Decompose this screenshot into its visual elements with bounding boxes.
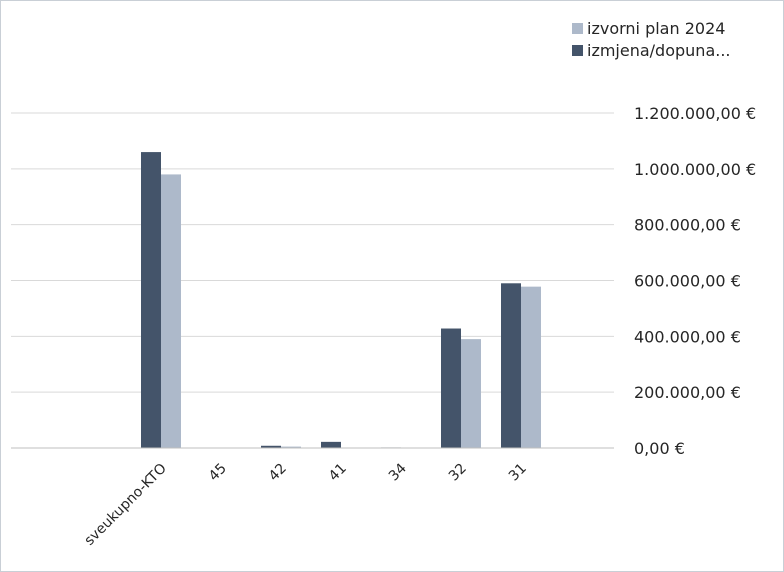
legend-swatch — [572, 45, 583, 56]
bar-izvorni — [281, 446, 301, 448]
x-tick-label: 45 — [206, 461, 230, 485]
y-tick-label: 400.000,00 € — [634, 327, 741, 346]
legend: izvorni plan 2024 izmjena/dopuna... — [572, 19, 731, 60]
x-axis-tick-labels: sveukupno-KTO 45 42 41 34 32 31 — [81, 460, 529, 548]
y-tick-label: 1.200.000,00 € — [634, 104, 756, 123]
legend-swatch — [572, 23, 583, 34]
bar-izmjena — [501, 283, 521, 448]
y-tick-label: 0,00 € — [634, 439, 685, 458]
x-tick-label: 31 — [506, 461, 530, 485]
bar-izmjena — [141, 152, 161, 449]
x-tick-label: 34 — [386, 460, 410, 484]
y-tick-label: 1.000.000,00 € — [634, 160, 756, 179]
x-tick-label: 32 — [446, 461, 470, 485]
legend-label: izvorni plan 2024 — [587, 19, 725, 38]
bar-izmjena — [321, 441, 341, 448]
x-tick-label: 41 — [326, 461, 350, 485]
x-tick-label: 42 — [266, 461, 290, 485]
y-tick-label: 200.000,00 € — [634, 383, 741, 402]
bar-izvorni — [461, 339, 481, 448]
bar-izvorni — [161, 174, 181, 448]
legend-label: izmjena/dopuna... — [587, 41, 731, 60]
y-tick-label: 800.000,00 € — [634, 216, 741, 235]
bar-izmjena — [441, 328, 461, 448]
bars — [141, 152, 541, 449]
y-axis-tick-labels: 0,00 € 200.000,00 € 400.000,00 € 600.000,00… — [634, 104, 756, 458]
bar-izmjena — [261, 445, 281, 448]
bar-izvorni — [521, 286, 541, 448]
x-tick-label: sveukupno-KTO — [81, 461, 169, 549]
y-tick-label: 600.000,00 € — [634, 272, 741, 291]
